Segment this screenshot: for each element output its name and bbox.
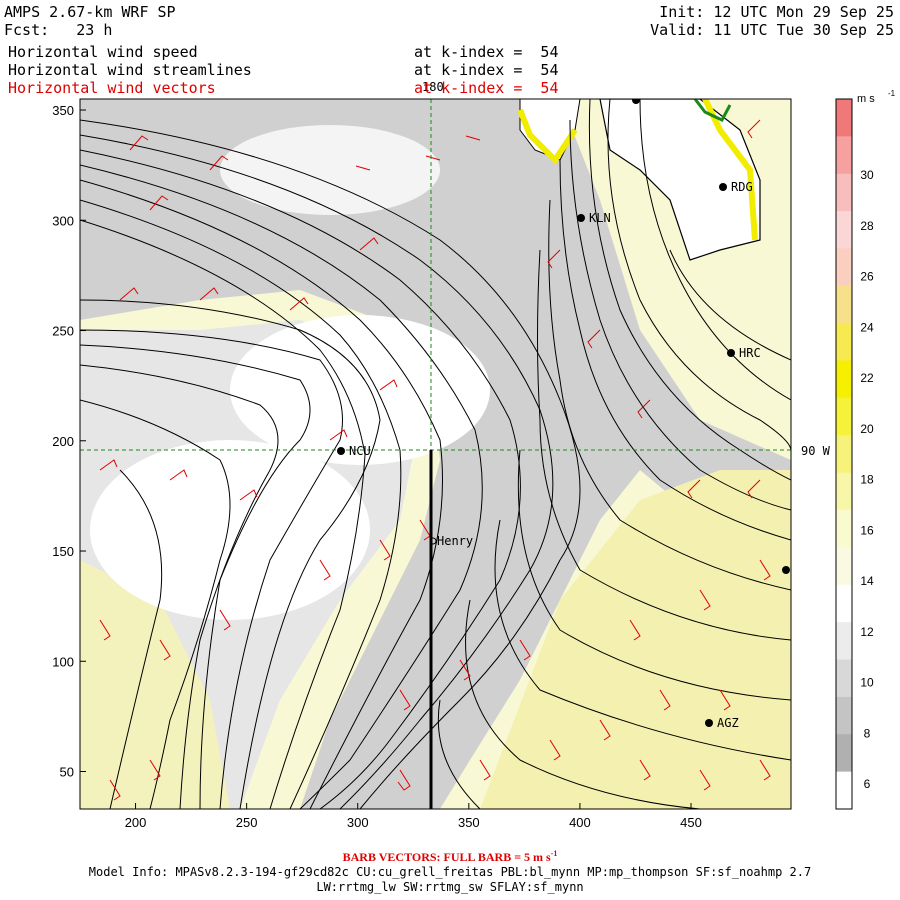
y-tick-label: 300: [52, 213, 74, 228]
field-level-speed: at k-index = 54: [414, 43, 559, 61]
x-tick-label: 200: [125, 815, 147, 830]
barb-legend-exponent: -1: [550, 849, 558, 858]
colorbar-swatch: [836, 510, 852, 548]
colorbar-swatch: [836, 435, 852, 474]
colorbar-swatch: [836, 248, 852, 287]
colorbar-swatch: [836, 397, 852, 436]
y-tick-label: 250: [52, 324, 74, 339]
station-label-hrc: HRC: [739, 346, 761, 360]
colorbar-swatch: [836, 360, 852, 399]
x-tick-label: 250: [236, 815, 258, 830]
station-label-rdg: RDG: [731, 180, 753, 194]
colorbar-tick-label: 20: [860, 422, 874, 436]
x-tick-label: 450: [680, 815, 702, 830]
colorbar-tick-label: 28: [860, 219, 874, 233]
station-marker: [782, 566, 790, 574]
forecast-hour: Fcst: 23 h: [4, 21, 113, 39]
map-frame: [79, 98, 792, 810]
barb-legend-text: BARB VECTORS: FULL BARB = 5 m s: [342, 850, 551, 864]
wind-barbs: [99, 119, 771, 801]
calm-area-central: [230, 315, 490, 465]
station-label-kln: KLN: [589, 211, 611, 225]
station-marker: [705, 719, 713, 727]
colorbar-swatch: [836, 472, 852, 511]
colorbar-tick-label: 26: [860, 270, 874, 284]
station-label-henry: Henry: [437, 534, 473, 548]
colorbar-swatch: [836, 734, 852, 773]
barb-legend-note: BARB VECTORS: FULL BARB = 5 m s-1: [0, 849, 900, 865]
model-info-line-1: Model Info: MPASv8.2.3-194-gf29cd82c CU:…: [88, 865, 812, 879]
field-level-streamlines: at k-index = 54: [414, 61, 559, 79]
init-time: Init: 12 UTC Mon 29 Sep 25: [659, 3, 894, 21]
colorbar-unit: m s: [857, 93, 875, 105]
colorbar-tick-label: 8: [864, 726, 871, 740]
speed-shading-yellow-west: [80, 560, 230, 809]
x-axis: 200 250 300 350 400 450: [125, 803, 702, 830]
colorbar-tick-label: 24: [860, 320, 874, 334]
y-tick-label: 100: [52, 654, 74, 669]
colorbar-swatch: [836, 323, 852, 362]
station-marker: [632, 99, 640, 104]
field-name-vectors: Horizontal wind vectors: [8, 79, 216, 97]
x-tick-label: 300: [347, 815, 369, 830]
colorbar-frame: [835, 98, 853, 810]
colorbar-tick-label: 22: [860, 371, 874, 385]
land-northeast: [599, 99, 761, 261]
station-label-lvt: LVT: [626, 83, 648, 97]
meridian-right-label: 90 W: [801, 444, 831, 458]
y-tick-label: 150: [52, 544, 74, 559]
field-name-streamlines: Horizontal wind streamlines: [8, 61, 252, 79]
colorbar-tick-label: 10: [860, 676, 874, 690]
y-tick-label: 350: [52, 103, 74, 118]
colorbar-swatch: [836, 285, 852, 324]
colorbar-swatch: [836, 211, 852, 249]
x-tick-label: 350: [458, 815, 480, 830]
colorbar-tick-label: 12: [860, 625, 874, 639]
colorbar-swatch: [836, 584, 852, 623]
colorbar-swatch: [836, 173, 852, 212]
calm-area-west: [90, 440, 370, 620]
model-title: AMPS 2.67-km WRF SP: [4, 3, 176, 21]
map-plot-area: LVT RDG KLN HRC NCU Henry AGZ: [80, 83, 791, 809]
colorbar: 30 28 26 24 22 20 18 16 14 12 10 8 6: [835, 98, 874, 810]
colorbar-swatch: [836, 771, 852, 810]
station-marker: [577, 214, 585, 222]
colorbar-tick-label: 18: [860, 473, 874, 487]
colorbar-tick-label: 16: [860, 523, 874, 537]
field-name-speed: Horizontal wind speed: [8, 43, 198, 61]
colorbar-swatch: [836, 99, 852, 137]
x-tick-label: 400: [569, 815, 591, 830]
colorbar-swatch: [836, 659, 852, 698]
streamlines: [80, 99, 791, 809]
model-info-line-2: LW:rrtmg_lw SW:rrtmg_sw SFLAY:sf_mynn: [316, 880, 584, 894]
y-axis: 350 300 250 200 150 100 50: [52, 103, 86, 780]
colorbar-swatch: [836, 622, 852, 661]
valid-time: Valid: 11 UTC Tue 30 Sep 25: [650, 21, 894, 39]
calm-area-north: [220, 125, 440, 215]
station-marker: [727, 349, 735, 357]
colorbar-tick-label: 14: [860, 574, 874, 588]
colorbar-tick-label: 6: [864, 777, 871, 791]
station-label-ncu: NCU: [349, 444, 371, 458]
field-level-vectors: at k-index = 54: [414, 79, 559, 97]
station-label-agz: AGZ: [717, 716, 739, 730]
colorbar-unit-exponent: -1: [888, 89, 896, 98]
colorbar-tick-label: 30: [860, 168, 874, 182]
station-marker: [429, 537, 437, 545]
speed-shading-grey: [80, 99, 791, 809]
colorbar-swatch: [836, 547, 852, 586]
stations: LVT RDG KLN HRC NCU Henry AGZ: [337, 83, 790, 730]
colorbar-swatch: [836, 696, 852, 735]
station-marker: [337, 447, 345, 455]
meridian-top-label: 180: [422, 80, 444, 94]
y-tick-label: 200: [52, 434, 74, 449]
colorbar-swatch: [836, 136, 852, 175]
green-contour: [693, 99, 732, 122]
y-tick-label: 50: [60, 765, 74, 780]
station-marker: [719, 183, 727, 191]
